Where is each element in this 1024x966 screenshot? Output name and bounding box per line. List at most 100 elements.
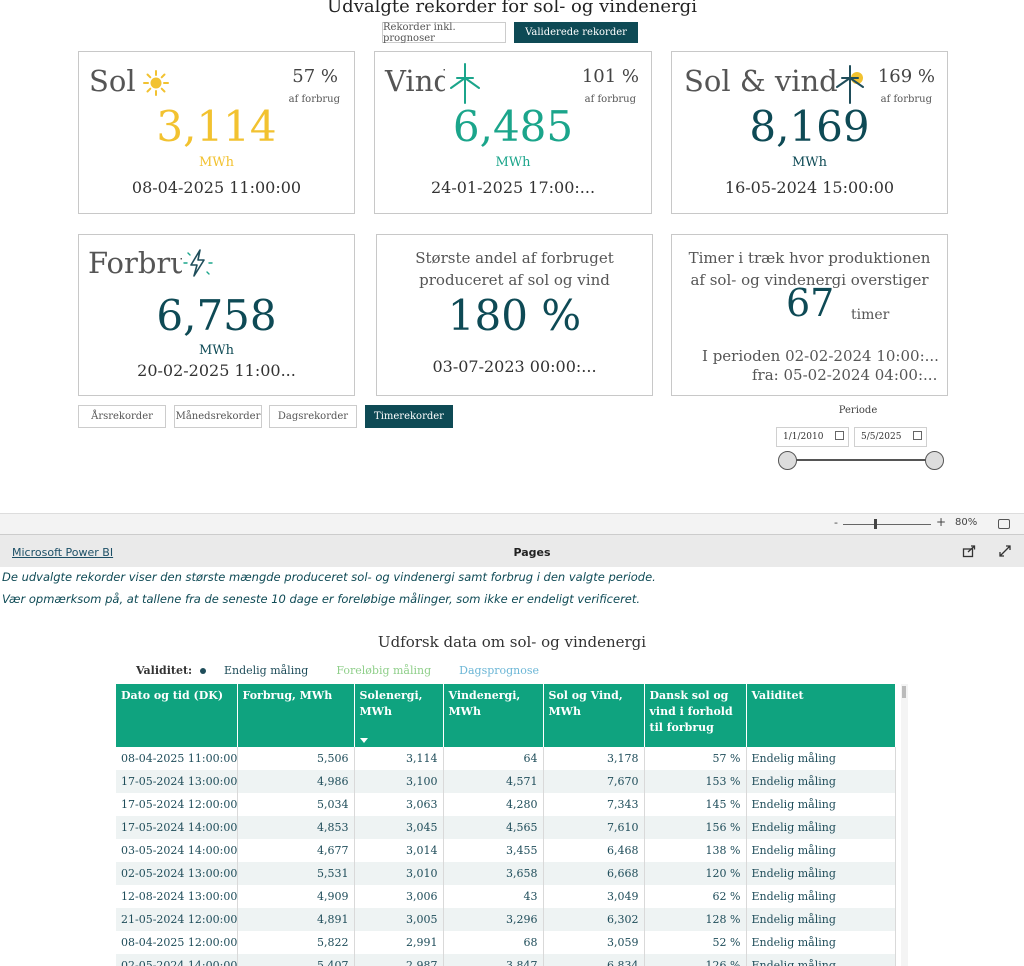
table-cell: 17-05-2024 14:00:00 — [116, 816, 238, 839]
zoom-slider-handle[interactable] — [874, 519, 877, 529]
table-cell: 7,670 — [543, 770, 645, 793]
card-pct-sub: af forbrug — [288, 94, 340, 105]
card-pct: 57 % — [292, 66, 338, 87]
table-cell: 6,668 — [543, 862, 645, 885]
table-cell: Endelig måling — [746, 747, 896, 770]
legend-dot-icon — [199, 668, 206, 674]
table-cell: 156 % — [644, 816, 747, 839]
table-cell: 3,658 — [443, 862, 544, 885]
table-cell: 5,822 — [237, 931, 355, 954]
btn-hour-records[interactable]: Timerekorder — [365, 405, 453, 428]
toggle-validated-records[interactable]: Validerede rekorder — [514, 22, 638, 43]
table-cell: Endelig måling — [746, 862, 896, 885]
table-cell: 57 % — [644, 747, 747, 770]
share-icon[interactable] — [962, 543, 976, 562]
table-cell: 3,847 — [443, 954, 544, 966]
fit-to-page-icon[interactable] — [998, 519, 1010, 529]
card-pct-sub: af forbrug — [880, 94, 932, 105]
zoom-in-icon[interactable]: + — [936, 515, 947, 529]
calendar-icon[interactable] — [835, 431, 844, 440]
table-cell: 02-05-2024 13:00:00 — [116, 862, 238, 885]
table-scrollbar[interactable] — [901, 684, 908, 966]
column-header[interactable]: Dato og tid (DK) — [116, 684, 238, 747]
scrollbar-thumb[interactable] — [902, 686, 906, 698]
table-row[interactable]: 02-05-2024 14:00:00 5,407 2,987 3,847 6,834 1… — [116, 954, 896, 966]
period-to-label: fra: — [752, 366, 779, 384]
zoom-out-icon[interactable]: - — [834, 516, 838, 529]
table-cell: 5,531 — [237, 862, 355, 885]
table-header-row: Dato og tid (DK) Forbrug, MWh Solenergi,… — [116, 684, 896, 747]
column-header[interactable]: Sol og Vind, MWh — [543, 684, 645, 747]
card-sol-vind: Sol & vind 169 % af forbrug 8,169 MWh 16… — [671, 51, 948, 214]
card-value: 8,169 — [749, 102, 870, 151]
btn-month-records[interactable]: Månedsrekorder — [174, 405, 262, 428]
table-cell: 2,987 — [354, 954, 444, 966]
powerbi-link[interactable]: Microsoft Power BI — [12, 546, 114, 559]
slider-handle-start[interactable] — [778, 451, 797, 470]
card-value: 6,758 — [156, 291, 277, 340]
fullscreen-icon[interactable] — [998, 543, 1012, 562]
calendar-icon[interactable] — [913, 431, 922, 440]
date-from-field[interactable]: 1/1/2010 — [776, 427, 849, 447]
date-to-field[interactable]: 5/5/2025 — [854, 427, 927, 447]
column-header[interactable]: Vindenergi, MWh — [443, 684, 544, 747]
card-unit: MWh — [791, 155, 828, 170]
column-header[interactable]: Dansk sol og vind i forhold til forbrug — [644, 684, 747, 747]
card-date: 24-01-2025 17:00:... — [430, 178, 596, 197]
table-row[interactable]: 17-05-2024 13:00:00 4,986 3,100 4,571 7,670 1… — [116, 770, 896, 793]
pages-menu[interactable]: Pages — [513, 546, 551, 559]
legend-item-final[interactable]: Endelig måling — [223, 664, 309, 677]
table-cell: 7,343 — [543, 793, 645, 816]
table-cell: 3,063 — [354, 793, 444, 816]
table-cell: 3,006 — [354, 885, 444, 908]
table-row[interactable]: 17-05-2024 14:00:00 4,853 3,045 4,565 7,610 1… — [116, 816, 896, 839]
table-row[interactable]: 21-05-2024 12:00:00 4,891 3,005 3,296 6,302 1… — [116, 908, 896, 931]
table-cell: 5,407 — [237, 954, 355, 966]
table-cell: 43 — [443, 885, 544, 908]
table-cell: 3,045 — [354, 816, 444, 839]
legend-item-preliminary[interactable]: Foreløbig måling — [336, 664, 432, 677]
periode-label: Periode — [838, 405, 878, 416]
table-row[interactable]: 02-05-2024 13:00:00 5,531 3,010 3,658 6,668 1… — [116, 862, 896, 885]
period-slider-track[interactable] — [787, 459, 934, 461]
period-to-date: 05-02-2024 04:00:... — [783, 366, 938, 384]
zoom-bar: - + 80% — [0, 513, 1024, 534]
table-cell: 4,853 — [237, 816, 355, 839]
table-row[interactable]: 08-04-2025 11:00:00 5,506 3,114 64 3,178 57 %… — [116, 747, 896, 770]
table-cell: 2,991 — [354, 931, 444, 954]
card-largest-share: Største andel af forbruget produceret af… — [376, 234, 653, 396]
table-cell: 03-05-2024 14:00:00 — [116, 839, 238, 862]
slider-handle-end[interactable] — [925, 451, 944, 470]
table-row[interactable]: 17-05-2024 12:00:00 5,034 3,063 4,280 7,343 1… — [116, 793, 896, 816]
column-header[interactable]: Validitet — [746, 684, 896, 747]
column-header[interactable]: Forbrug, MWh — [237, 684, 355, 747]
card-date: 03-07-2023 00:00:... — [432, 357, 597, 376]
table-cell: 3,114 — [354, 747, 444, 770]
table-body: 08-04-2025 11:00:00 5,506 3,114 64 3,178 57 %… — [116, 747, 896, 966]
card-date: 08-04-2025 11:00:00 — [131, 178, 302, 197]
period-from-date: 02-02-2024 10:00:... — [785, 347, 939, 365]
table-cell: 6,468 — [543, 839, 645, 862]
wind-turbine-icon — [445, 62, 485, 108]
legend-item-forecast[interactable]: Dagsprognose — [459, 664, 540, 677]
table-cell: 3,049 — [543, 885, 645, 908]
table-cell: 126 % — [644, 954, 747, 966]
zoom-slider-track[interactable] — [843, 524, 931, 525]
table-row[interactable]: 03-05-2024 14:00:00 4,677 3,014 3,455 6,468 1… — [116, 839, 896, 862]
table-row[interactable]: 12-08-2024 13:00:00 4,909 3,006 43 3,049 62 %… — [116, 885, 896, 908]
table-cell: 4,571 — [443, 770, 544, 793]
column-header-sorted[interactable]: Solenergi, MWh — [354, 684, 444, 747]
table-cell: 4,986 — [237, 770, 355, 793]
sun-wind-icon — [832, 64, 872, 108]
table-cell: 5,506 — [237, 747, 355, 770]
btn-day-records[interactable]: Dagsrekorder — [269, 405, 357, 428]
table-cell: Endelig måling — [746, 770, 896, 793]
table-row[interactable]: 08-04-2025 12:00:00 5,822 2,991 68 3,059 52 %… — [116, 931, 896, 954]
toggle-records-incl-forecast[interactable]: Rekorder inkl. prognoser — [382, 22, 506, 44]
table-cell: 120 % — [644, 862, 747, 885]
card-unit: MWh — [198, 343, 235, 358]
table-cell: 128 % — [644, 908, 747, 931]
card-forbrug: Forbrug 6,758 MWh 20-02-2025 11:00... — [78, 234, 355, 396]
btn-year-records[interactable]: Årsrekorder — [78, 405, 166, 428]
card-pct: 169 % — [877, 66, 935, 87]
